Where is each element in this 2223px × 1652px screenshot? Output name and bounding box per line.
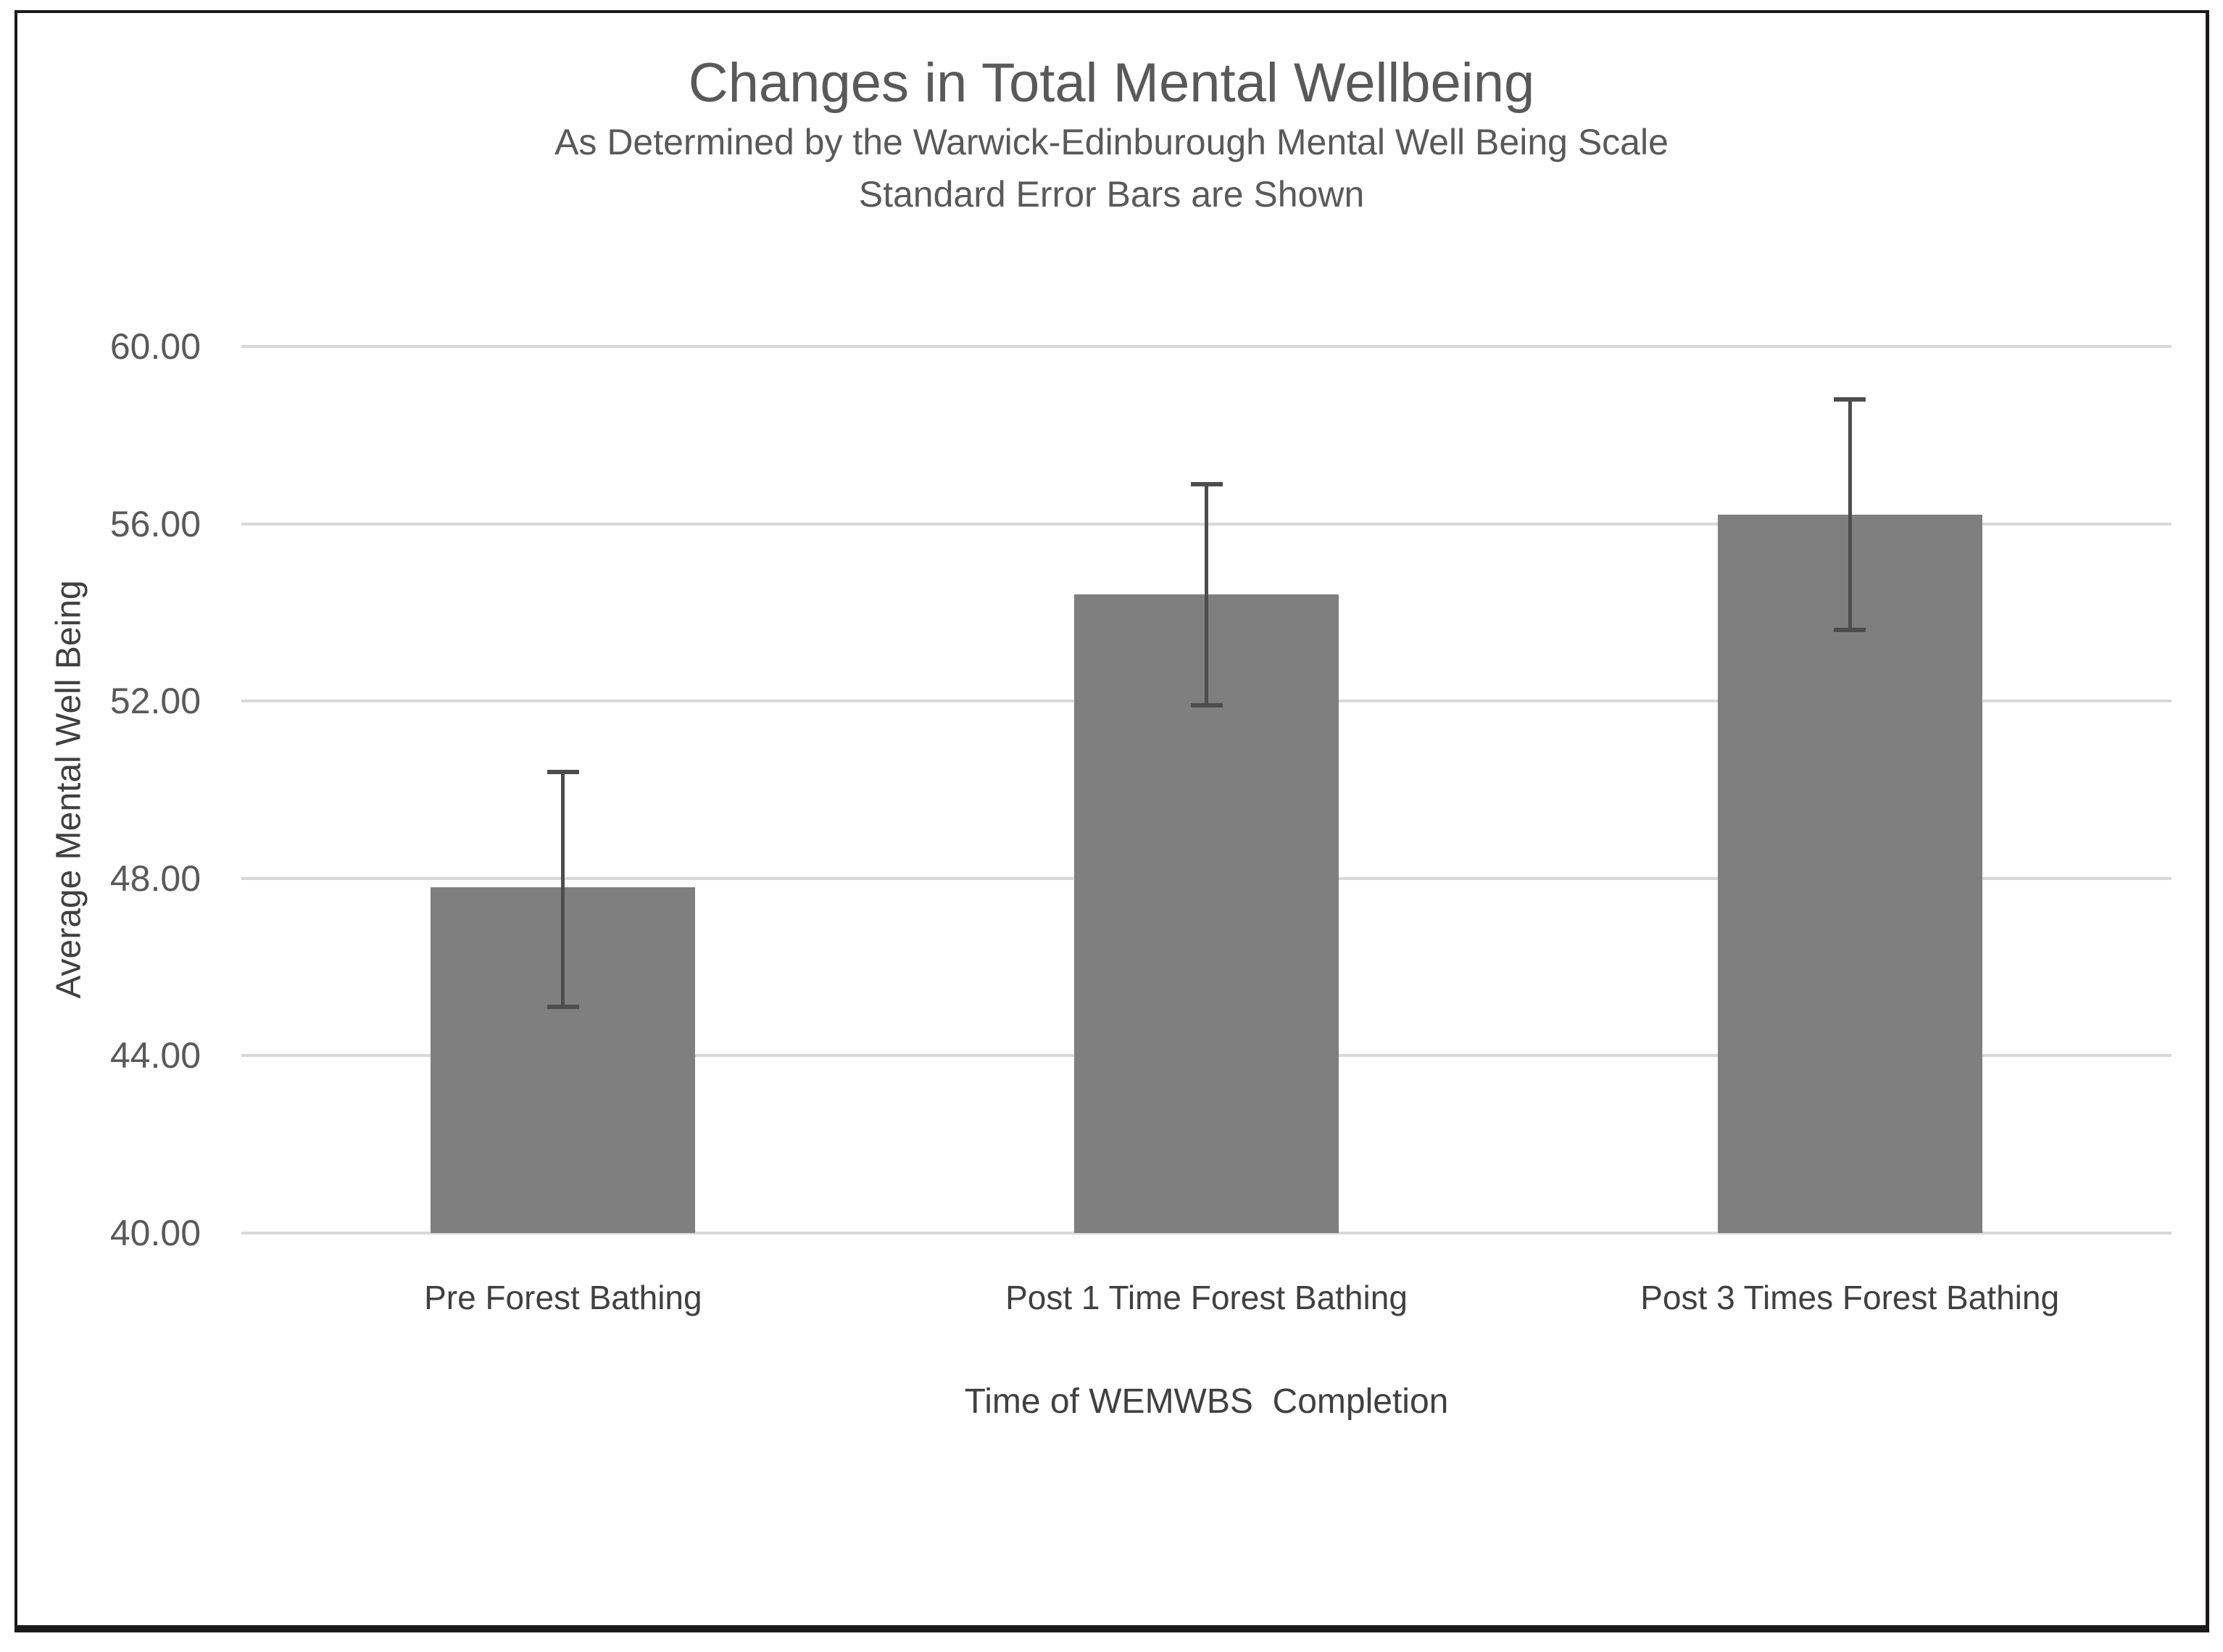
y-tick-label: 40.00 [109, 1213, 201, 1253]
error-bar [1205, 483, 1208, 706]
bar [1717, 515, 1982, 1233]
error-bar-cap-bottom [1190, 703, 1223, 708]
chart-subtitle-line1: As Determined by the Warwick-Edinburough… [554, 122, 1669, 162]
chart-subtitle-line2: Standard Error Bars are Shown [858, 174, 1365, 215]
error-bar-cap-top [1834, 397, 1866, 402]
gridline [241, 1232, 2172, 1234]
chart-heading: Changes in Total Mental Wellbeing As Det… [17, 51, 2206, 220]
category-label: Post 3 Times Forest Bathing [1640, 1279, 2060, 1316]
y-tick-label: 44.00 [109, 1035, 201, 1076]
gridline [241, 345, 2172, 348]
chart-title: Changes in Total Mental Wellbeing [688, 52, 1535, 114]
error-bar [561, 772, 565, 1008]
error-bar-cap-bottom [1834, 628, 1866, 633]
x-axis-title: Time of WEMWBS Completion [964, 1382, 1449, 1421]
y-tick-label: 56.00 [109, 503, 201, 544]
y-tick-label: 52.00 [109, 681, 201, 722]
error-bar-cap-bottom [547, 1005, 579, 1010]
error-bar-cap-top [547, 770, 579, 775]
error-bar [1848, 399, 1852, 631]
y-axis-tick-labels: 60.00 56.00 52.00 48.00 44.00 40.00 [17, 326, 201, 1253]
category-label: Post 1 Time Forest Bathing [1005, 1279, 1408, 1316]
x-category-labels: Pre Forest Bathing Post 1 Time Forest Bat… [241, 1276, 2172, 1319]
y-tick-label: 60.00 [109, 326, 201, 367]
y-tick-label: 48.00 [109, 858, 201, 899]
category-label: Pre Forest Bathing [424, 1279, 702, 1316]
chart-frame: Changes in Total Mental Wellbeing As Det… [14, 10, 2209, 1632]
plot-area [241, 345, 2172, 1234]
error-bar-cap-top [1190, 481, 1223, 486]
